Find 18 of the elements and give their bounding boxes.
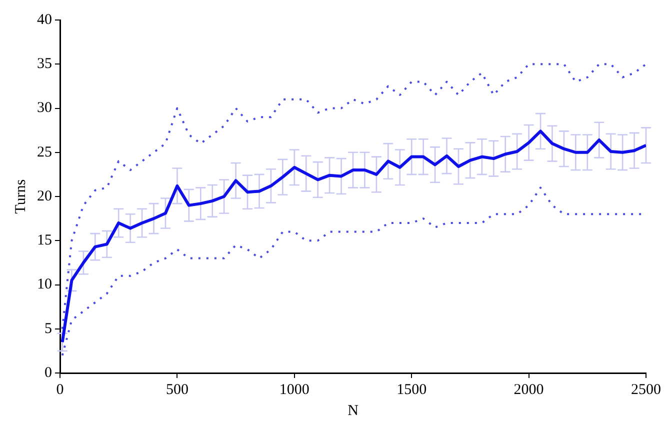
y-tick-label: 5 xyxy=(44,320,52,337)
x-tick-label: 2500 xyxy=(631,382,661,398)
x-axis-title: N xyxy=(348,402,359,419)
y-tick-label: 30 xyxy=(37,100,52,116)
y-tick-label: 25 xyxy=(37,144,52,160)
y-tick-label: 20 xyxy=(37,188,52,204)
y-tick-label: 15 xyxy=(37,232,52,249)
y-tick-label: 35 xyxy=(37,56,52,72)
y-tick-label: 40 xyxy=(37,12,52,28)
x-tick-label: 1500 xyxy=(396,382,427,398)
x-tick-label: 2000 xyxy=(514,382,544,398)
x-tick-label: 0 xyxy=(56,382,64,398)
y-tick-label: 0 xyxy=(44,364,52,381)
x-tick-label: 500 xyxy=(166,382,188,398)
line-series xyxy=(61,63,646,330)
x-tick-label: 1000 xyxy=(279,382,310,398)
y-tick-label: 10 xyxy=(37,276,52,293)
y-axis-title: Turns xyxy=(12,179,29,214)
